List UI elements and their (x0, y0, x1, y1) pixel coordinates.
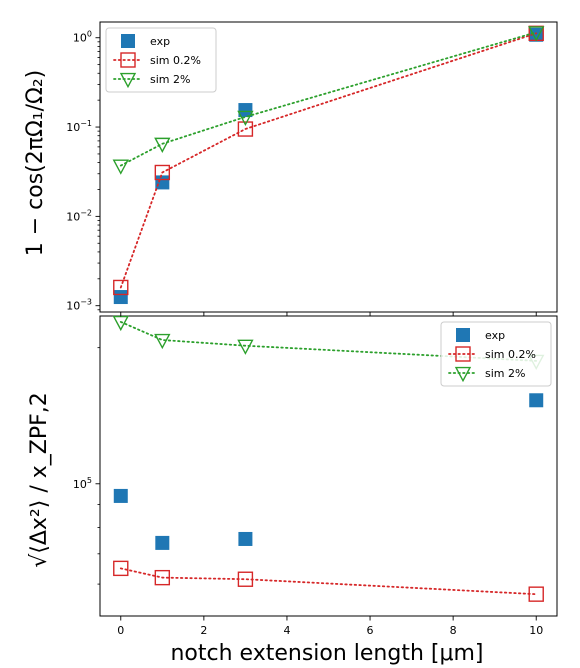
top-series-sim-2--point (237, 110, 254, 127)
bottom-series-exp-point (238, 531, 253, 546)
bottom-series-sim-0-2--line (119, 567, 538, 596)
top-y-axis-label: 1 − cos(2πΩ₁/Ω₂) (23, 70, 48, 257)
x-tick-label: 0 (117, 624, 124, 637)
top-series-sim-0-2--point (113, 279, 129, 296)
bottom-series-sim-0-2--point (113, 560, 129, 577)
top-series-exp-point (113, 290, 128, 305)
top-series-sim-0-2--line (119, 32, 538, 289)
bottom-plot-frame (99, 315, 558, 617)
x-tick-label: 4 (283, 624, 290, 637)
x-axis-label: notch extension length [μm] (170, 641, 483, 666)
top-legend-exp-marker (121, 34, 135, 48)
top-y-tick-label: 10−1 (66, 119, 92, 134)
bottom-legend-sim-0-2--label: sim 0.2% (485, 348, 536, 361)
bottom-series-sim-2--point (112, 315, 129, 332)
top-y-tick-label: 10−2 (66, 208, 92, 223)
bottom-series-sim-2--point (237, 339, 254, 355)
top-plot-frame (99, 21, 558, 313)
x-tick-label: 2 (200, 624, 207, 637)
bottom-legend-exp-label: exp (485, 329, 505, 342)
bottom-legend-sim-2--label: sim 2% (485, 367, 525, 380)
bottom-series-sim-2--point (154, 333, 171, 350)
bottom-y-tick-label: 105 (73, 476, 92, 491)
top-series-sim-2--point (154, 137, 171, 153)
top-series-exp-point (238, 103, 253, 118)
bottom-series-sim-0-2--point (154, 569, 171, 586)
bottom-y-axis-label: √⟨Δx²⟩ / x_ZPF,2 (27, 392, 52, 567)
bottom-series-exp-point (113, 488, 128, 503)
top-y-tick-label: 10−3 (66, 298, 92, 313)
top-series-sim-2--point (112, 159, 129, 175)
top-series-sim-2--point (528, 26, 545, 42)
top-legend-exp-label: exp (150, 35, 170, 48)
top-series-exp-point (529, 27, 544, 42)
bottom-series-sim-2--line (119, 321, 538, 362)
top-series-sim-0-2--point (154, 164, 171, 181)
bottom-legend-exp-marker (456, 328, 470, 342)
bottom-series-exp-point (529, 393, 544, 408)
top-series-exp-point (155, 175, 170, 190)
bottom-series-sim-0-2--point (528, 586, 544, 602)
top-series-sim-0-2--point (237, 121, 254, 137)
top-series-sim-2--line (119, 31, 538, 167)
top-legend-sim-2--label: sim 2% (150, 73, 190, 86)
x-tick-label: 6 (367, 624, 374, 637)
top-legend-sim-0-2--label: sim 0.2% (150, 54, 201, 67)
top-legend-sim-2--marker (119, 72, 137, 89)
top-y-tick-label: 100 (73, 30, 92, 45)
bottom-legend-sim-2--marker (454, 366, 472, 383)
bottom-legend-sim-0-2--marker (455, 346, 471, 362)
bottom-series-exp-point (155, 535, 170, 550)
bottom-series-sim-0-2--point (237, 571, 254, 587)
x-tick-label: 8 (450, 624, 457, 637)
top-legend-sim-0-2--marker (120, 52, 136, 68)
x-tick-label: 10 (529, 624, 543, 637)
